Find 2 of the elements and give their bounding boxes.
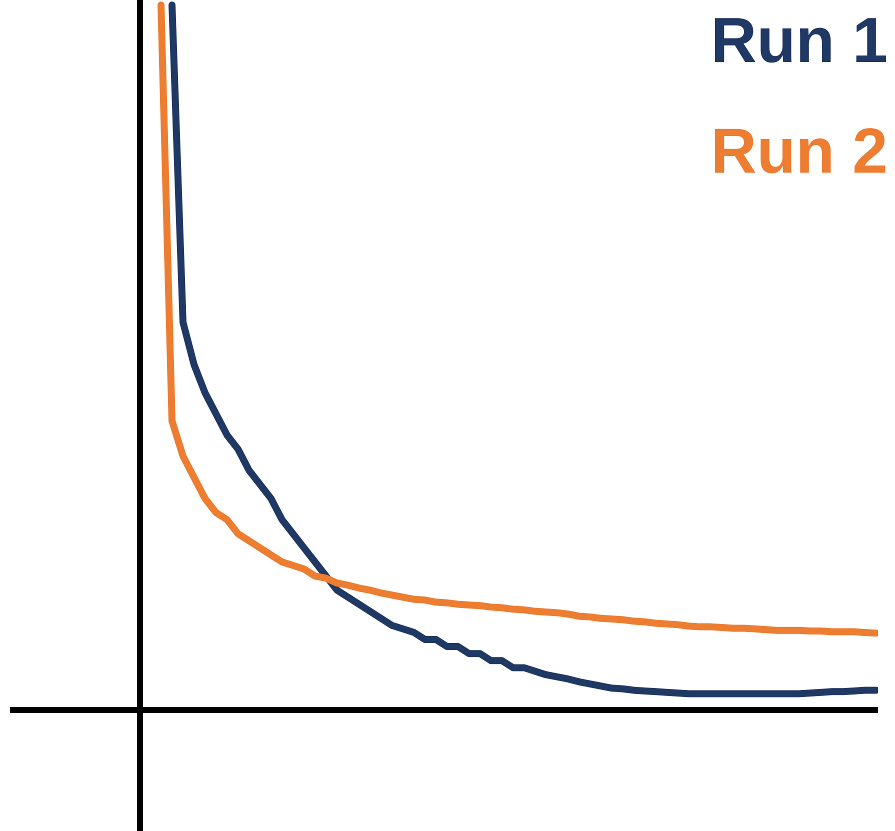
text: Run 1	[714, 18, 886, 63]
text: Run 2	[714, 128, 886, 174]
